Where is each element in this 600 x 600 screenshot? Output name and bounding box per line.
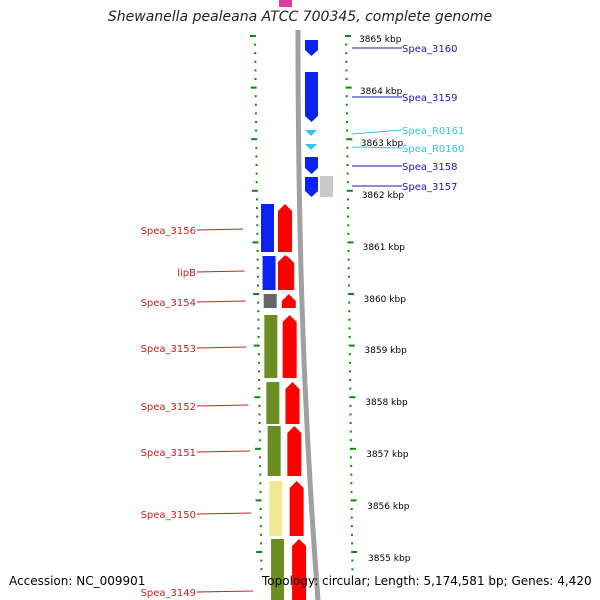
gene-block-left xyxy=(269,481,283,536)
scale-label: 3861 kbp xyxy=(363,243,406,253)
gene-arrow-red xyxy=(287,426,302,476)
gene-arrow-red xyxy=(292,539,307,600)
gene-label-left: Spea_3156 xyxy=(141,226,196,237)
gene-arrow-right xyxy=(305,157,318,174)
gene-block-left xyxy=(263,294,277,308)
scale-label: 3863 kbp xyxy=(361,139,404,149)
gene-arrow-right xyxy=(305,177,318,197)
gene-label-left: Spea_3149 xyxy=(141,588,196,599)
backbone-line xyxy=(295,29,321,600)
gene-pointer-left xyxy=(196,228,244,231)
gene-label-right: Spea_R0161 xyxy=(402,126,464,137)
gene-label-right: Spea_R0160 xyxy=(402,144,464,155)
gene-arrow-right xyxy=(305,40,318,56)
topology-label: Topology: circular; Length: 5,174,581 bp… xyxy=(262,574,592,588)
gene-label-right: Spea_3157 xyxy=(402,182,457,193)
gene-label-left: Spea_3154 xyxy=(141,298,196,309)
gene-pointer-left xyxy=(196,590,254,593)
gene-pointer-left xyxy=(196,270,245,273)
scale-label: 3862 kbp xyxy=(362,191,405,201)
gene-pointer-left xyxy=(196,300,246,303)
gene-label-right: Spea_3160 xyxy=(402,44,457,55)
gene-arrow-red xyxy=(282,315,297,378)
gene-arrow-red xyxy=(289,481,304,536)
gene-triangle-right xyxy=(305,130,317,136)
gene-arrow-red xyxy=(285,382,300,424)
gene-pointer-left xyxy=(196,346,247,349)
gene-label-left: lipB xyxy=(177,268,196,279)
gene-label-left: Spea_3151 xyxy=(141,448,196,459)
gene-arrow-red xyxy=(278,204,292,252)
gene-pointer-left xyxy=(196,404,249,407)
gene-block-left xyxy=(271,539,285,600)
gene-label-right: Spea_3158 xyxy=(402,162,457,173)
gene-arrow-red xyxy=(281,294,296,308)
scale-label: 3857 kbp xyxy=(366,450,409,460)
gene-pointer-right xyxy=(351,146,403,149)
gene-pointer-left xyxy=(196,512,252,515)
gene-block-left xyxy=(262,256,276,290)
gene-label-left: Spea_3153 xyxy=(141,344,196,355)
scale-label: 3859 kbp xyxy=(364,346,407,356)
scale-label: 3865 kbp xyxy=(359,35,402,45)
gene-block-left xyxy=(267,426,281,476)
gene-grey-block xyxy=(320,176,333,197)
gene-label-left: Spea_3152 xyxy=(141,402,196,413)
gene-arrow-right xyxy=(305,72,318,122)
gene-fragment-top xyxy=(279,0,292,7)
scale-label: 3860 kbp xyxy=(364,295,407,305)
gene-block-left xyxy=(266,382,280,424)
gene-block-left xyxy=(264,315,278,378)
gene-label-left: Spea_3150 xyxy=(141,510,196,521)
gene-triangle-right xyxy=(305,144,317,150)
gene-arrow-red-extra xyxy=(278,255,292,290)
accession-label: Accession: NC_009901 xyxy=(9,574,146,588)
scale-label: 3855 kbp xyxy=(368,554,411,564)
gene-pointer-right xyxy=(351,129,403,135)
scale-label: 3856 kbp xyxy=(367,502,410,512)
scale-label: 3858 kbp xyxy=(365,398,408,408)
map-title: Shewanella pealeana ATCC 700345, complet… xyxy=(107,9,493,25)
gene-block-left xyxy=(261,204,274,252)
gene-pointer-left xyxy=(196,450,250,453)
scale-label: 3864 kbp xyxy=(360,87,403,97)
gene-label-right: Spea_3159 xyxy=(402,93,457,104)
